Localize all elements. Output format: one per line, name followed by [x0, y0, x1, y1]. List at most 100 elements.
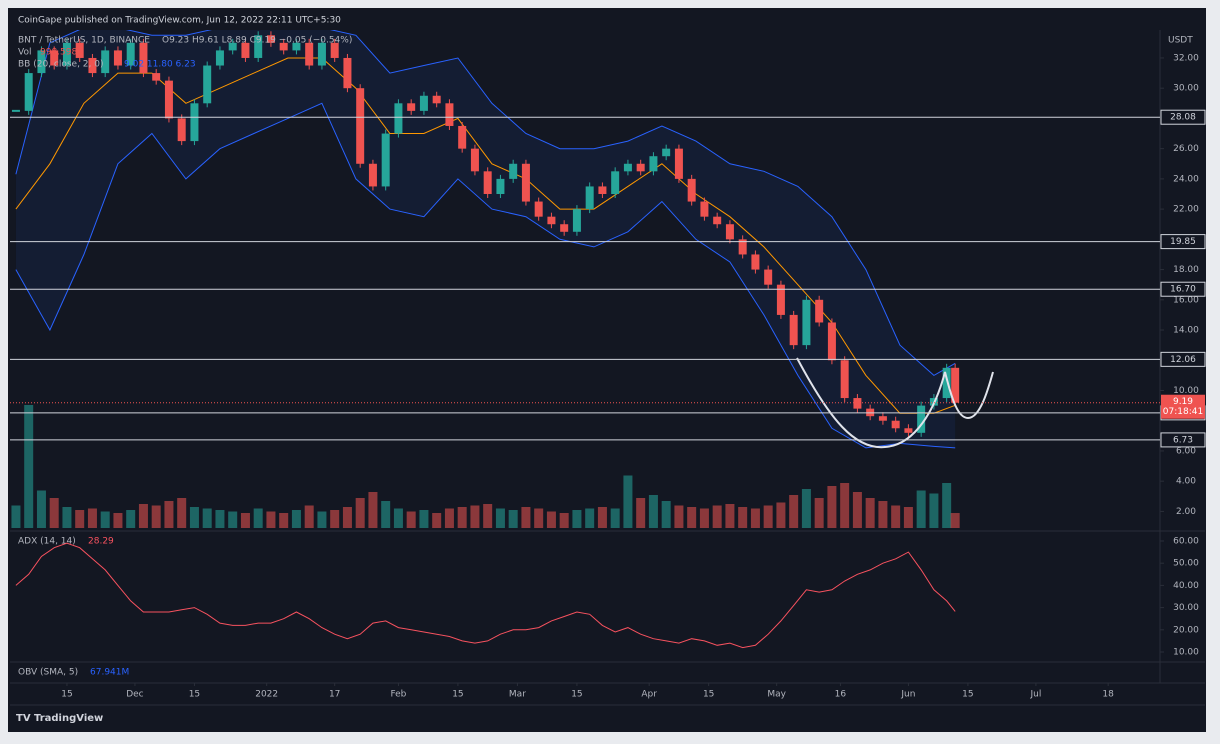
x-tick-label: 15 [452, 690, 463, 700]
last-price-label: 9.19 [1173, 397, 1193, 407]
volume-bar [202, 508, 212, 528]
candle-body [942, 367, 951, 399]
volume-bar [215, 510, 225, 528]
ohlc-legend: O9.23 H9.61 L8.89 C9.19 −0.05 (−0.54%) [162, 36, 352, 46]
candle-body [662, 148, 671, 157]
volume-bar [508, 510, 518, 528]
level-label: 28.08 [1170, 113, 1196, 123]
candle-body [853, 398, 862, 409]
volume-bar [368, 492, 378, 528]
volume-bar [279, 513, 289, 528]
candle-body [802, 299, 811, 346]
y-tick-label: 22.00 [1173, 205, 1199, 215]
candle-body [88, 57, 97, 74]
volume-bar [546, 511, 556, 528]
candle-body [951, 367, 960, 403]
candle-body [279, 42, 288, 51]
candle-body [177, 118, 186, 142]
candle-body [62, 42, 71, 66]
volume-bar [852, 492, 862, 528]
volume-bar [559, 513, 569, 528]
volume-bar [712, 505, 722, 528]
volume-bar [661, 501, 671, 528]
volume-bar [738, 507, 748, 528]
volume-bar [891, 505, 901, 528]
volume-bar [776, 502, 786, 528]
volume-bar [393, 508, 403, 528]
volume-bar [75, 510, 85, 528]
x-tick-label: 15 [703, 690, 714, 700]
y-tick-label: 32.00 [1173, 53, 1199, 63]
candle-body [674, 148, 683, 179]
volume-legend: Vol [18, 48, 31, 58]
volume-bar [240, 513, 250, 528]
volume-bar [100, 511, 110, 528]
candle-body [330, 42, 339, 58]
candle-body [445, 103, 454, 126]
level-label: 12.06 [1170, 355, 1196, 365]
x-tick-label: Mar [509, 690, 526, 700]
volume-bar [942, 483, 952, 528]
candle-body [241, 42, 250, 58]
volume-bar [597, 507, 607, 528]
candle-body [254, 35, 263, 58]
volume-bar [623, 475, 633, 528]
candle-body [305, 42, 314, 66]
level-label-box [1160, 432, 1206, 448]
candle-body [751, 254, 760, 270]
candle-body [611, 171, 620, 194]
cup-and-handle-annotation [796, 357, 994, 449]
x-tick-label: Dec [126, 690, 143, 700]
candle-body [75, 42, 84, 58]
x-tick-label: 2022 [255, 690, 278, 700]
volume-bar [342, 507, 352, 528]
volume-bar [164, 501, 174, 528]
volume-bar [521, 507, 531, 528]
x-tick-label: 15 [962, 690, 973, 700]
y-tick-label: 18.00 [1173, 265, 1199, 275]
adx-tick-label: 30.00 [1173, 603, 1199, 613]
volume-bar [950, 513, 960, 528]
volume-bar [789, 495, 799, 528]
x-tick-label: 18 [1102, 690, 1114, 700]
volume-bar [827, 486, 837, 528]
candle-body [11, 109, 20, 112]
footer-logo: TV [16, 713, 31, 724]
volume-bar [916, 490, 926, 528]
volume-bar [304, 505, 314, 528]
candle-body [266, 35, 275, 43]
y-tick-label: 26.00 [1173, 144, 1199, 154]
level-label: 19.85 [1170, 237, 1196, 247]
candle-body [139, 42, 148, 74]
volume-bar [687, 507, 697, 528]
volume-bar [903, 507, 913, 528]
volume-legend-value: 998.598K [40, 48, 84, 58]
candle-body [585, 186, 594, 210]
volume-bar [750, 508, 760, 528]
candle-body [432, 95, 441, 104]
volume-bar [457, 507, 467, 528]
volume-bar [62, 507, 72, 528]
x-tick-label: 15 [61, 690, 72, 700]
candle-body [560, 224, 569, 232]
candle-body [50, 50, 59, 66]
countdown-label: 07:18:41 [1163, 407, 1203, 417]
candle-body [547, 216, 556, 225]
obv-legend: OBV (SMA, 5) [18, 668, 78, 678]
level-label-box [1160, 109, 1206, 125]
volume-bar [444, 508, 454, 528]
volume-bar [253, 508, 263, 528]
candle-body [700, 201, 709, 217]
candle-body [113, 50, 122, 66]
candle-body [190, 103, 199, 142]
candle-body [521, 163, 530, 202]
volume-bar [725, 504, 735, 528]
main-pane [11, 30, 960, 528]
x-tick-label: Feb [390, 690, 406, 700]
volume-bar [483, 504, 493, 528]
candle-body [636, 163, 645, 172]
volume-bar [585, 508, 595, 528]
volume-bar [151, 505, 161, 528]
candle-body [164, 80, 173, 119]
